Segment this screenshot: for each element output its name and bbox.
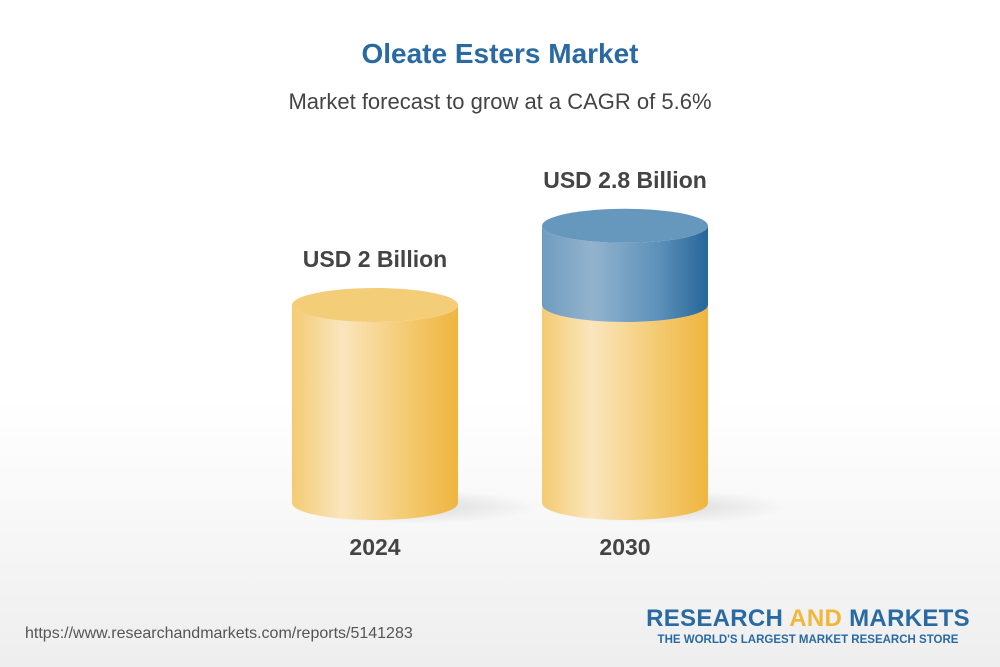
cylinder-top-2030	[542, 208, 708, 243]
category-label: 2024	[349, 534, 400, 560]
report-url[interactable]: https://www.researchandmarkets.com/repor…	[25, 625, 413, 642]
data-label: USD 2 Billion	[303, 246, 447, 272]
chart-subtitle: Market forecast to grow at a CAGR of 5.6…	[288, 89, 712, 114]
cylinder-base-2030	[542, 305, 708, 520]
cylinder-chart: USD 2 Billion 2024 USD 2.8 Billion 2030	[292, 167, 788, 560]
data-label: USD 2.8 Billion	[543, 167, 707, 193]
chart-title: Oleate Esters Market	[361, 38, 639, 69]
cylinder-growth-2030	[542, 225, 708, 322]
research-and-markets-logo: RESEARCH AND MARKETS THE WORLD'S LARGEST…	[646, 605, 970, 646]
cylinder-top-2024	[292, 288, 458, 322]
category-label: 2030	[599, 534, 650, 560]
cylinder-base-2024	[292, 305, 458, 520]
